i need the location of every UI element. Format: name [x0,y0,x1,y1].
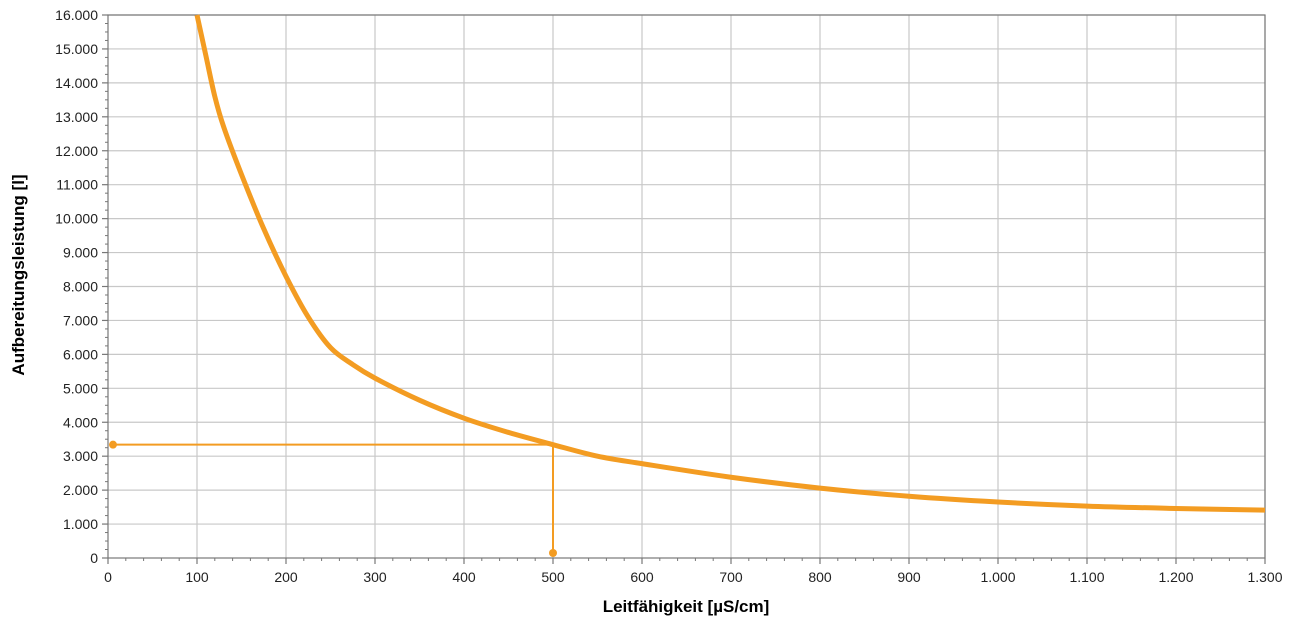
grid [108,14,1266,558]
y-tick-label: 16.000 [55,7,98,23]
y-tick-label: 10.000 [55,211,98,227]
y-tick-label: 1.000 [63,516,98,532]
y-axis-title: Aufbereitungsleistung [l] [9,174,28,375]
y-tick-label: 6.000 [63,346,98,362]
y-tick-label: 0 [90,550,98,566]
x-tick-label: 700 [719,569,743,585]
reference-marker-y [109,440,117,449]
y-tick-label: 8.000 [63,279,98,295]
x-tick-label: 200 [274,569,298,585]
y-tick-label: 12.000 [55,143,98,159]
x-tick-label: 400 [452,569,476,585]
y-tick-label: 5.000 [63,380,98,396]
tick-labels: 0 100 200 300 400 500 600 700 800 900 1.000 1.100 1.… [55,7,1283,585]
y-tick-label: 7.000 [63,312,98,328]
x-tick-label: 0 [104,569,112,585]
series-line [194,14,1266,513]
y-tick-label: 13.000 [55,109,98,125]
y-tick-label: 15.000 [55,41,98,57]
reference-lines [109,440,557,557]
x-tick-label: 300 [363,569,387,585]
x-tick-label: 1.300 [1247,569,1282,585]
x-tick-label: 500 [541,569,565,585]
x-tick-label: 900 [897,569,921,585]
x-tick-label: 100 [185,569,209,585]
x-tick-label: 1.000 [980,569,1015,585]
series-layer [194,14,1266,513]
axes [102,14,1266,564]
x-axis-title: Leitfähigkeit [µS/cm] [603,597,770,616]
plot-frame [107,14,1266,559]
y-tick-label: 2.000 [63,482,98,498]
y-tick-label: 3.000 [63,448,98,464]
x-tick-label: 800 [808,569,832,585]
y-tick-label: 4.000 [63,414,98,430]
y-tick-label: 9.000 [63,245,98,261]
y-tick-label: 11.000 [56,177,98,193]
x-tick-label: 1.200 [1158,569,1193,585]
x-tick-label: 600 [630,569,654,585]
reference-marker-x [549,549,557,557]
y-tick-label: 14.000 [55,75,98,91]
x-tick-label: 1.100 [1069,569,1104,585]
